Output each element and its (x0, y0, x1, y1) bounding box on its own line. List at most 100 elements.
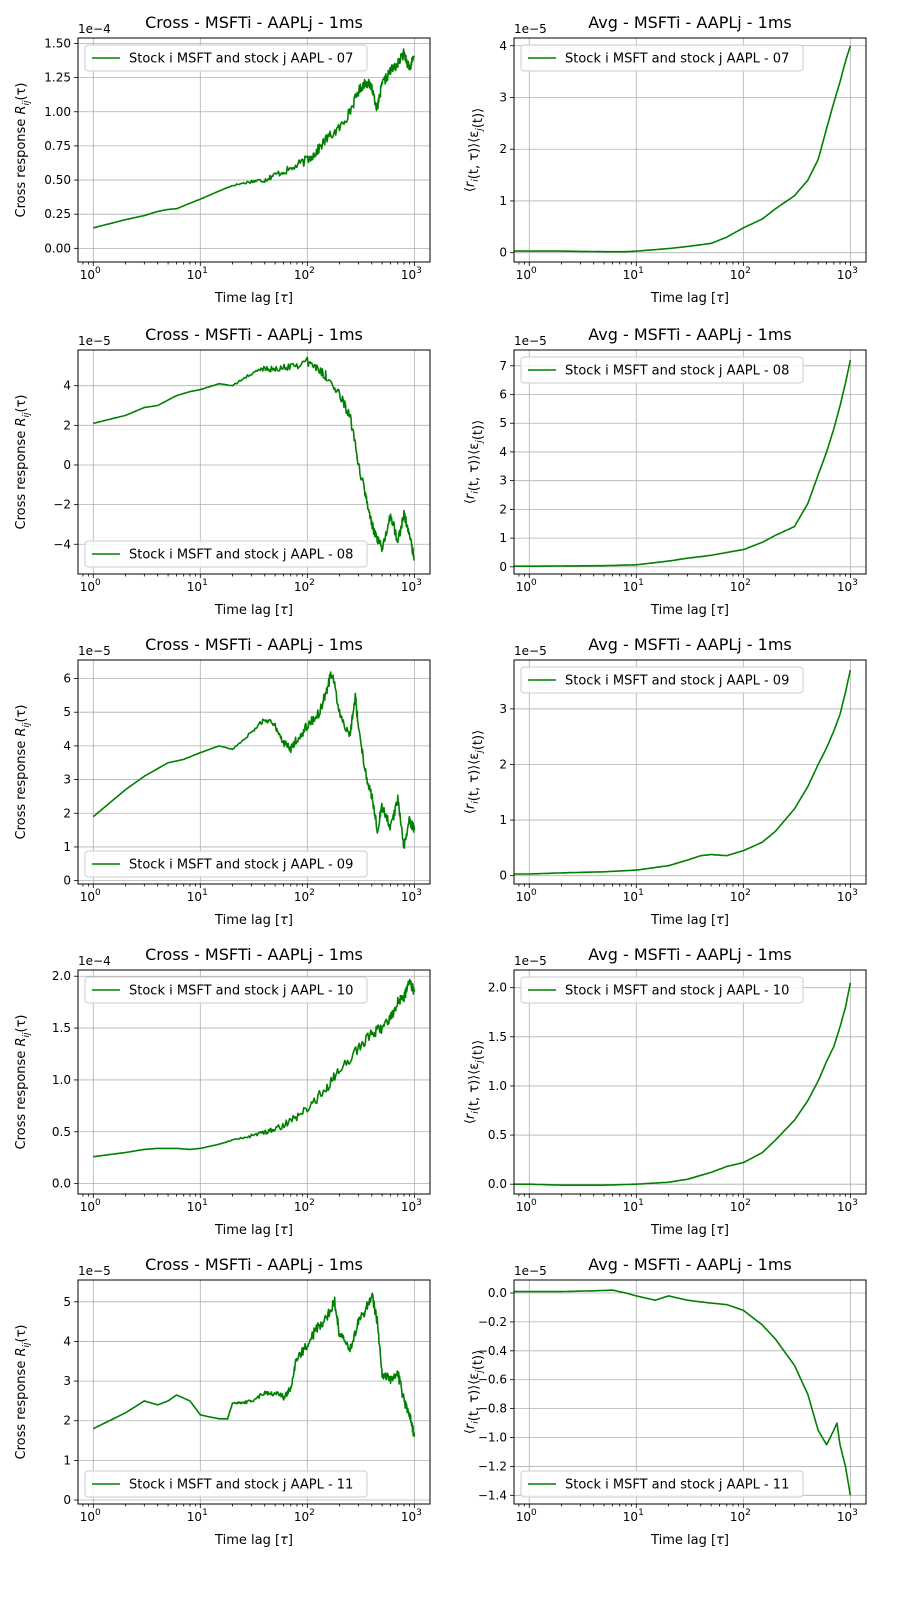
legend-label: Stock i MSFT and stock j AAPL - 09 (129, 858, 353, 873)
legend-box (84, 540, 368, 568)
ylabel-part: (t)⟩ (471, 420, 486, 440)
ylabel-part: ⟨ (463, 1119, 478, 1124)
y-tick-label: 0.25 (44, 207, 71, 221)
legend: Stock i MSFT and stock j AAPL - 07 (520, 44, 804, 72)
legend-box (520, 976, 804, 1004)
axes-frame (513, 969, 867, 1195)
x-tick-exponent: 2 (745, 888, 751, 898)
x-tick-base: 10 (837, 1200, 852, 1214)
x-tick-label: 102 (730, 888, 751, 904)
chart-title: Avg - MSFTi - AAPLj - 1ms (588, 945, 792, 964)
legend-label: Stock i MSFT and stock j AAPL - 10 (565, 984, 789, 999)
legend-label: Stock i MSFT and stock j AAPL - 11 (565, 1478, 789, 1493)
y-tick-label: 4 (63, 1334, 71, 1348)
y-tick-label: 2 (499, 757, 507, 771)
x-tick-exponent: 3 (416, 578, 422, 588)
x-tick-exponent: 0 (95, 578, 101, 588)
x-tick-base: 10 (623, 890, 638, 904)
x-axis-label: Time lag [τ] (214, 913, 293, 928)
x-tick-label: 101 (187, 266, 208, 282)
axes-frame (77, 659, 431, 885)
ylabel-subscript: ij (22, 412, 32, 418)
ylabel-subscript: ij (22, 1342, 32, 1348)
offset-text: 1e−5 (78, 1264, 111, 1278)
y-tick-label: 3 (63, 773, 71, 787)
legend-label: Stock i MSFT and stock j AAPL - 10 (129, 984, 353, 999)
ylabel-part: r (463, 492, 478, 499)
x-tick-base: 10 (80, 1510, 95, 1524)
x-tick-exponent: 2 (309, 1508, 315, 1518)
y-axis-label: Cross response Rij(τ) (14, 395, 32, 530)
y-tick-label: 6 (499, 388, 507, 402)
x-tick-base: 10 (80, 890, 95, 904)
ylabel-subscript: j (475, 128, 485, 133)
x-axis-label-symbol: τ (716, 1533, 724, 1548)
x-tick-exponent: 3 (852, 888, 858, 898)
x-tick-base: 10 (401, 1510, 416, 1524)
offset-text: 1e−5 (514, 22, 547, 36)
ylabel-part: r (463, 802, 478, 809)
panel-avg-11: 100 101 102 1030.0−0.2−0.4−0.6−0.8−1.0−1.2−… (463, 1255, 867, 1548)
chart-title: Cross - MSFTi - AAPLj - 1ms (145, 945, 363, 964)
legend-box (84, 1470, 368, 1498)
x-tick-base: 10 (294, 580, 309, 594)
ylabel-part: (t, τ)⟩⟨ε (467, 753, 482, 802)
x-tick-label: 103 (837, 888, 858, 904)
ylabel-subscript: i (471, 179, 481, 182)
y-tick-label: −1.0 (478, 1431, 507, 1445)
x-axis-label-close: ] (288, 913, 293, 928)
x-tick-exponent: 1 (638, 266, 644, 276)
y-tick-label: −4 (53, 537, 71, 551)
legend-label: Stock i MSFT and stock j AAPL - 07 (129, 52, 353, 67)
x-tick-exponent: 3 (852, 578, 858, 588)
x-axis-label: Time lag [τ] (214, 1533, 293, 1548)
x-tick-exponent: 2 (745, 578, 751, 588)
y-tick-label: 0 (63, 874, 71, 888)
y-tick-label: 1 (499, 194, 507, 208)
ylabel-subscript: ij (22, 100, 32, 106)
ylabel-subscript: j (475, 750, 485, 755)
legend: Stock i MSFT and stock j AAPL - 09 (84, 850, 368, 878)
y-tick-label: −0.6 (478, 1373, 507, 1387)
x-tick-exponent: 0 (95, 266, 101, 276)
x-tick-label: 102 (730, 266, 751, 282)
x-tick-label: 101 (187, 888, 208, 904)
x-tick-exponent: 1 (202, 1198, 208, 1208)
x-tick-label: 100 (80, 1198, 101, 1214)
x-tick-base: 10 (401, 890, 416, 904)
x-tick-label: 101 (187, 1198, 208, 1214)
y-tick-label: 0 (63, 1493, 71, 1507)
legend: Stock i MSFT and stock j AAPL - 07 (84, 44, 368, 72)
x-tick-exponent: 0 (95, 1508, 101, 1518)
x-axis-label: Time lag [τ] (650, 1223, 729, 1238)
y-tick-label: 3 (499, 90, 507, 104)
x-tick-base: 10 (80, 580, 95, 594)
axes-frame (77, 969, 431, 1195)
x-tick-exponent: 2 (309, 578, 315, 588)
x-tick-label: 103 (401, 888, 422, 904)
ylabel-part: (t, τ)⟩⟨ε (467, 1063, 482, 1112)
x-tick-exponent: 1 (638, 1508, 644, 1518)
y-tick-label: 1.25 (44, 71, 71, 85)
x-axis-label-symbol: τ (716, 291, 724, 306)
series-line (92, 1292, 416, 1437)
chart-title: Avg - MSFTi - AAPLj - 1ms (588, 325, 792, 344)
x-tick-base: 10 (401, 268, 416, 282)
ylabel-arg: (τ) (14, 83, 29, 101)
ylabel-symbol: R (14, 106, 29, 115)
x-axis-label-close: ] (724, 1533, 729, 1548)
x-tick-exponent: 3 (416, 1198, 422, 1208)
offset-text: 1e−5 (514, 954, 547, 968)
x-axis-label-text: Time lag [ (650, 1223, 716, 1238)
x-axis-label-text: Time lag [ (650, 603, 716, 618)
legend-box (84, 976, 368, 1004)
x-axis-label-close: ] (288, 291, 293, 306)
x-axis-label-symbol: τ (280, 913, 288, 928)
y-tick-label: 2.0 (52, 969, 71, 983)
legend-label: Stock i MSFT and stock j AAPL - 08 (565, 364, 789, 379)
ylabel-part: (t)⟩ (471, 1350, 486, 1370)
x-tick-label: 100 (516, 1508, 537, 1524)
series-line (514, 45, 852, 253)
